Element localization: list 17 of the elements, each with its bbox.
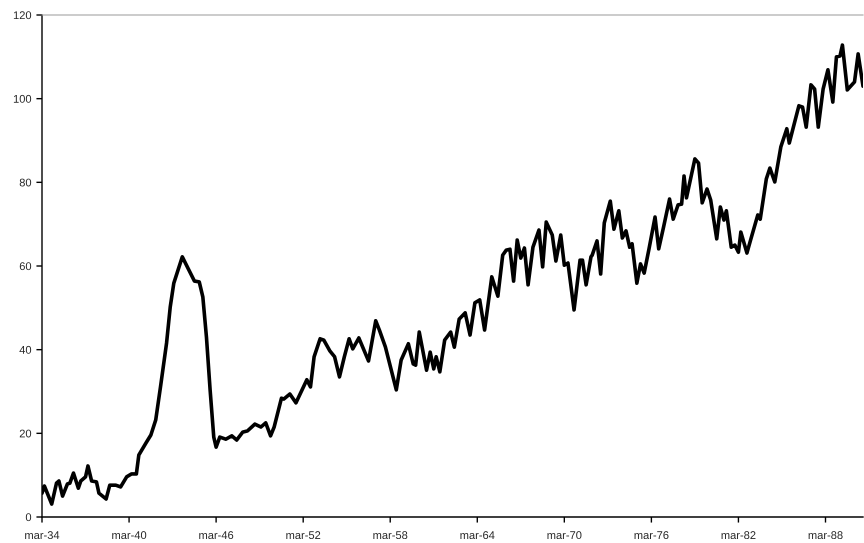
y-tick-label: 40 [19,346,32,354]
y-tick-label: 0 [26,513,32,522]
x-tick-label: mar-52 [286,531,320,540]
x-tick-label: mar-34 [25,531,60,540]
x-tick-label: mar-88 [808,531,843,540]
x-tick-label: mar-46 [199,531,234,540]
x-tick-label: mar-58 [373,531,408,540]
x-tick-label: mar-70 [547,531,582,540]
y-tick-label: 60 [20,262,32,270]
y-tick-label: 120 [14,11,32,20]
x-tick-label: mar-40 [112,531,146,540]
y-tick-label: 100 [14,94,32,103]
x-tick-label: mar-64 [460,531,495,540]
y-tick-label: 80 [20,178,32,186]
y-tick-label: 20 [20,430,32,438]
x-tick-label: mar-76 [634,531,669,540]
x-tick-label: mar-82 [722,531,756,540]
